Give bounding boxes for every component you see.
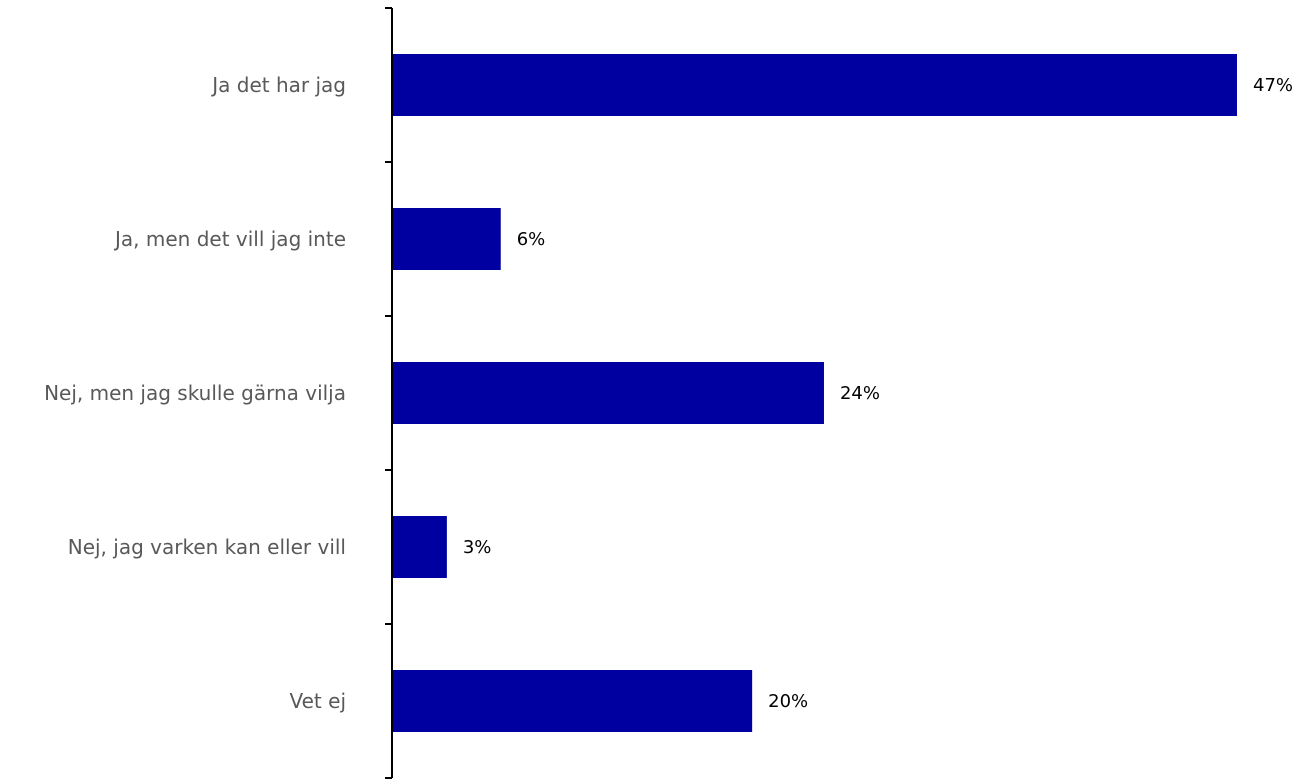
bar	[393, 670, 753, 732]
bar	[393, 516, 447, 578]
labels-layer: Ja det har jag 47% Ja, men det vill jag in…	[44, 73, 1292, 713]
category-label: Vet ej	[290, 689, 347, 713]
data-label: 47%	[1253, 75, 1292, 96]
data-label: 24%	[840, 383, 880, 404]
category-axis	[385, 7, 393, 779]
category-label: Nej, men jag skulle gärna vilja	[44, 381, 346, 405]
bar	[393, 208, 501, 270]
data-label: 3%	[463, 537, 492, 558]
category-label: Ja det har jag	[210, 73, 346, 97]
category-label: Ja, men det vill jag inte	[113, 227, 346, 251]
data-label: 6%	[517, 229, 546, 250]
bar	[393, 54, 1237, 116]
bar	[393, 362, 824, 424]
bars-layer	[393, 54, 1237, 732]
category-label: Nej, jag varken kan eller vill	[68, 535, 346, 559]
data-label: 20%	[768, 691, 808, 712]
